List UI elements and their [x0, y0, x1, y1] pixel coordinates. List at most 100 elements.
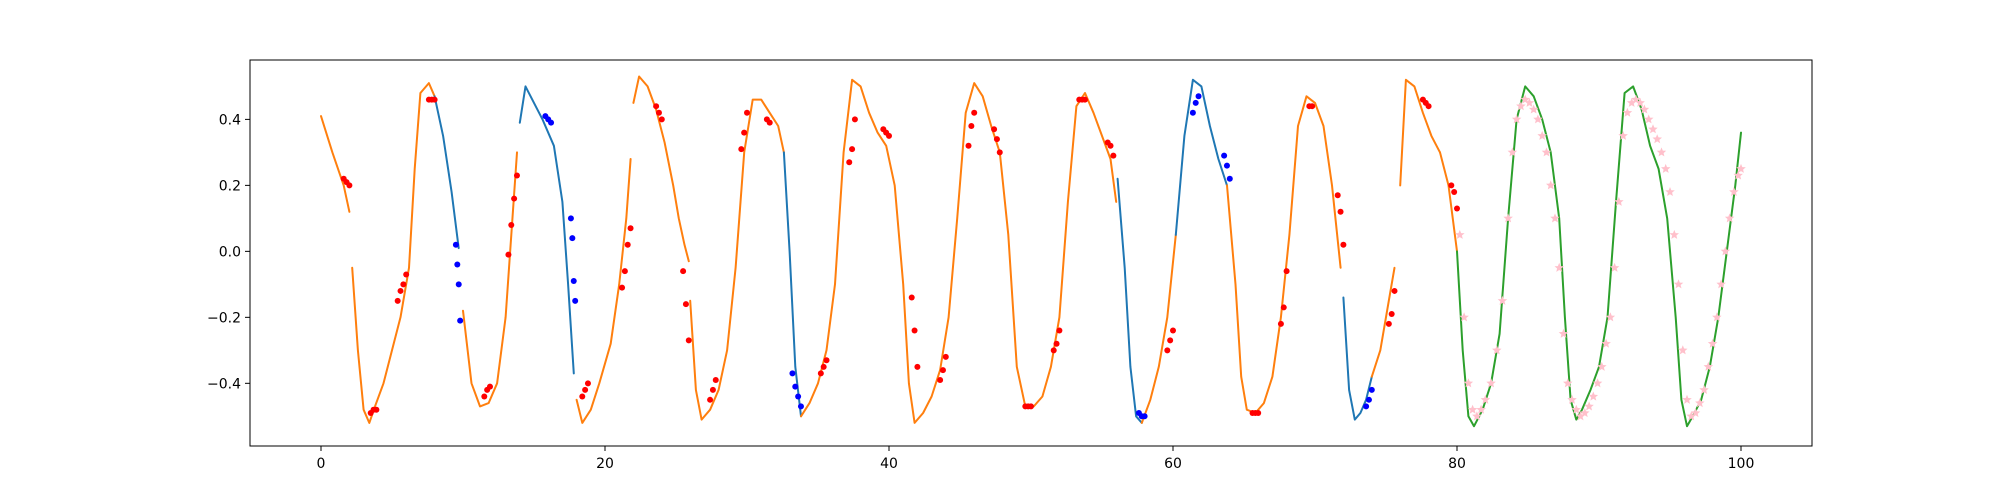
data-point-pink	[1486, 378, 1496, 388]
data-point-pink	[1550, 213, 1560, 223]
data-point-red	[1107, 142, 1114, 149]
data-point-blue	[1192, 99, 1199, 106]
series-line-orange-16	[1399, 78, 1441, 187]
data-point-red	[741, 129, 748, 136]
data-point-pink	[1673, 279, 1684, 289]
data-point-red	[403, 271, 410, 278]
data-point-pink	[1567, 394, 1577, 404]
data-point-red	[400, 281, 407, 288]
data-point-pink	[1546, 180, 1556, 190]
series-line-green-18	[1456, 85, 1742, 428]
data-point-red	[582, 386, 589, 393]
series-line-orange-7	[689, 98, 785, 421]
data-point-red	[653, 103, 660, 110]
y-tick-label: 0.2	[219, 178, 241, 194]
data-point-red	[1283, 268, 1290, 275]
series-line-orange-0	[320, 115, 351, 213]
data-point-red	[1337, 208, 1344, 215]
data-point-blue	[572, 297, 579, 304]
y-tick-label: −0.2	[207, 310, 241, 326]
data-point-red	[1280, 304, 1287, 311]
data-point-pink	[1736, 163, 1746, 173]
data-point-pink	[1455, 229, 1465, 239]
data-point-red	[886, 132, 892, 139]
data-point-pink	[1584, 401, 1594, 411]
data-point-pink	[1652, 134, 1662, 144]
data-point-blue	[452, 241, 459, 248]
data-point-red	[996, 149, 1003, 156]
data-point-red	[505, 251, 512, 258]
data-point-red	[1385, 320, 1392, 327]
data-point-blue	[789, 370, 796, 377]
data-point-blue	[1365, 396, 1372, 403]
data-point-red	[738, 146, 745, 153]
data-point-blue	[795, 393, 802, 400]
data-point-pink	[1733, 170, 1743, 180]
data-point-red	[508, 221, 515, 228]
data-point-red	[993, 136, 1000, 143]
data-point-red	[1028, 403, 1034, 410]
data-point-pink	[1554, 262, 1564, 272]
data-point-red	[1277, 320, 1284, 327]
data-point-pink	[1720, 246, 1731, 256]
data-point-blue	[569, 235, 576, 242]
data-point-pink	[1648, 124, 1658, 134]
series-line-blue-10	[1116, 177, 1143, 424]
data-point-red	[1255, 410, 1262, 417]
series-line-blue-4	[518, 85, 575, 375]
data-point-red	[1340, 241, 1347, 248]
series-line-blue-2	[433, 95, 460, 250]
data-point-red	[1388, 311, 1395, 318]
series-line-blue-12	[1174, 78, 1228, 236]
x-tick-label: 0	[317, 456, 326, 472]
data-point-pink	[1626, 97, 1637, 107]
data-point-red	[584, 380, 591, 387]
data-point-pink	[1703, 361, 1714, 371]
data-point-pink	[1563, 378, 1573, 388]
data-point-blue	[1141, 413, 1148, 420]
data-point-red	[911, 327, 918, 334]
data-point-red	[851, 116, 858, 123]
data-point-red	[846, 159, 853, 166]
y-tick-label: −0.4	[207, 376, 241, 392]
data-point-red	[823, 357, 830, 364]
y-axis: −0.4 −0.2 0.0 0.2 0.4	[207, 112, 250, 392]
data-point-red	[1167, 337, 1174, 344]
data-point-red	[1056, 327, 1063, 334]
data-point-blue	[1195, 93, 1202, 100]
data-point-pink	[1618, 130, 1628, 140]
data-point-pink	[1476, 404, 1486, 414]
data-point-red	[486, 383, 493, 390]
plot-area	[320, 75, 1746, 428]
data-point-red	[1170, 327, 1176, 334]
series-line-blue-8	[782, 151, 802, 418]
data-point-pink	[1503, 213, 1513, 223]
data-point-red	[712, 377, 719, 384]
data-point-pink	[1729, 187, 1739, 196]
data-point-red	[1451, 188, 1458, 195]
data-point-blue	[457, 317, 464, 324]
data-point-red	[1309, 103, 1316, 110]
data-point-red	[658, 116, 665, 123]
data-point-red	[1053, 340, 1060, 347]
data-point-pink	[1639, 104, 1650, 114]
data-point-blue	[1221, 152, 1228, 159]
data-point-blue	[792, 383, 799, 390]
data-point-pink	[1516, 101, 1526, 111]
data-point-blue	[1226, 175, 1233, 182]
y-tick-label: 0.4	[219, 112, 241, 128]
data-point-red	[1334, 192, 1341, 199]
data-point-red	[766, 119, 773, 126]
data-point-pink	[1580, 408, 1590, 418]
data-point-red	[1454, 205, 1460, 212]
data-point-red	[908, 294, 915, 301]
data-point-red	[394, 297, 401, 304]
data-point-pink	[1609, 262, 1620, 272]
data-point-red	[744, 109, 750, 116]
series-line-orange-13	[1226, 95, 1342, 414]
data-point-pink	[1643, 114, 1654, 124]
data-point-blue	[567, 215, 574, 222]
data-point-red	[397, 287, 404, 294]
data-point-pink	[1575, 411, 1586, 421]
